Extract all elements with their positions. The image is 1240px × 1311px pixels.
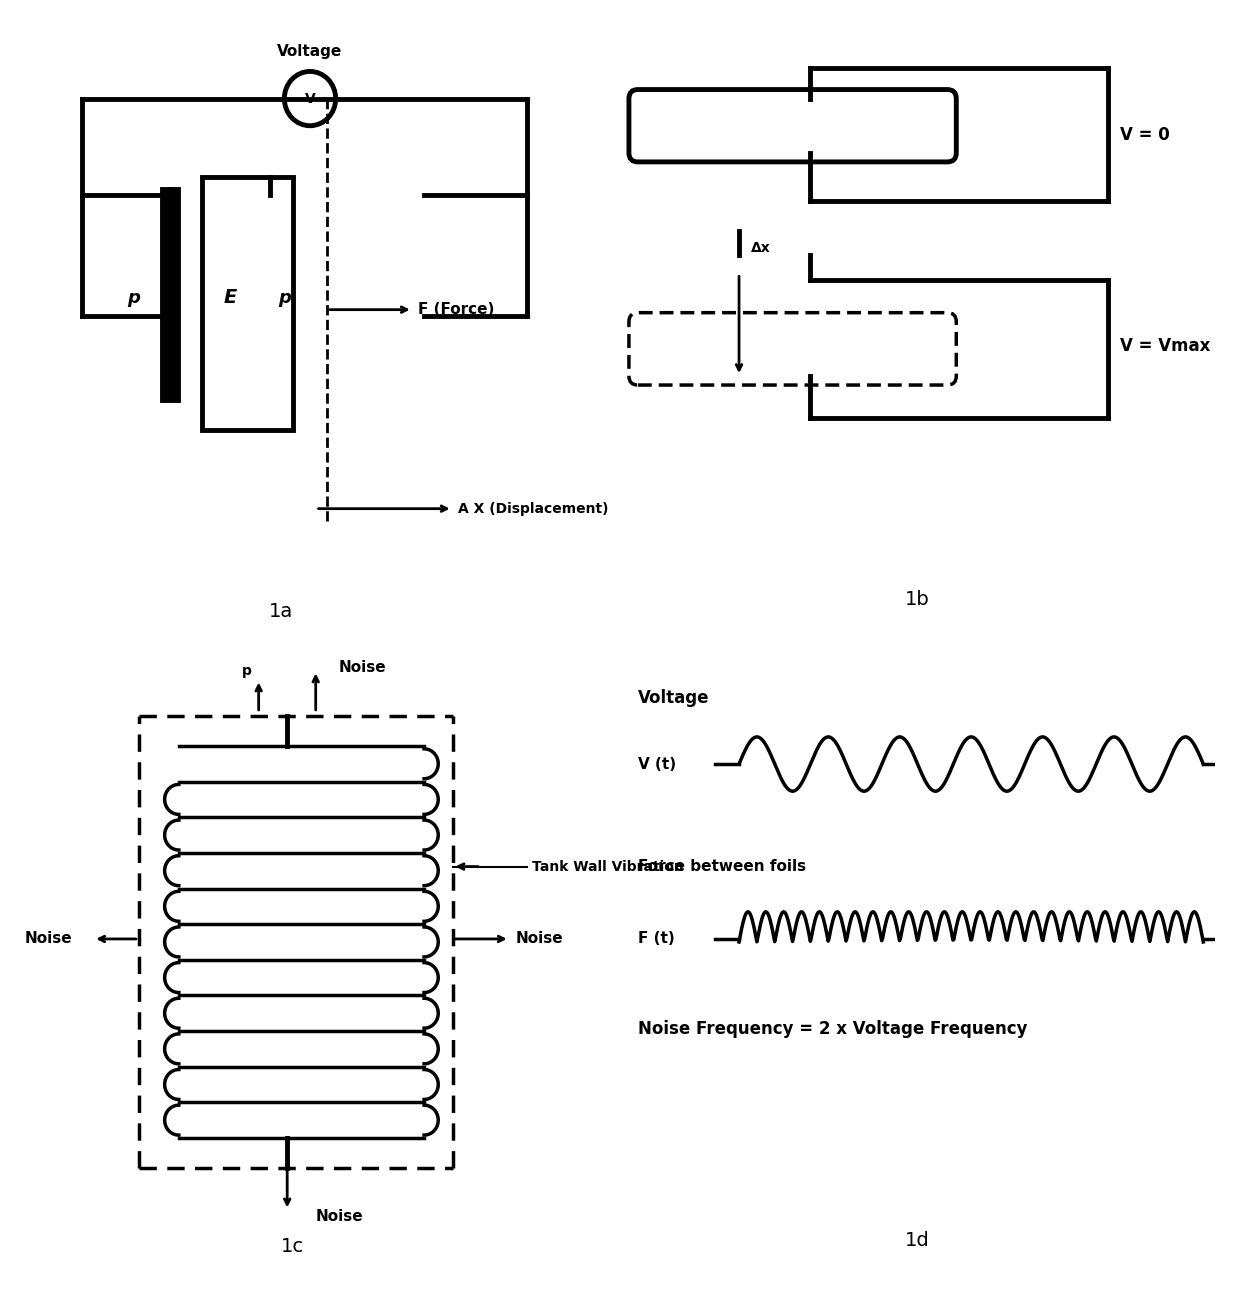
Text: Noise: Noise — [339, 659, 386, 675]
Text: 1c: 1c — [281, 1238, 305, 1256]
Text: F (t): F (t) — [637, 931, 675, 947]
Text: Noise: Noise — [516, 931, 563, 947]
Text: p: p — [242, 663, 252, 678]
Text: p: p — [126, 288, 140, 307]
Text: 1b: 1b — [905, 590, 930, 608]
Bar — [161, 189, 177, 400]
Text: Noise: Noise — [316, 1209, 363, 1224]
Text: Noise Frequency = 2 x Voltage Frequency: Noise Frequency = 2 x Voltage Frequency — [637, 1020, 1028, 1038]
Text: Δx: Δx — [751, 241, 771, 256]
Text: 1d: 1d — [905, 1231, 930, 1249]
Text: F (Force): F (Force) — [418, 302, 495, 317]
Text: p: p — [278, 288, 290, 307]
Text: V (t): V (t) — [637, 756, 676, 772]
FancyBboxPatch shape — [629, 312, 956, 385]
Bar — [202, 177, 293, 430]
Text: Noise: Noise — [25, 931, 72, 947]
Text: V: V — [305, 92, 315, 106]
Text: V = 0: V = 0 — [1120, 126, 1169, 144]
Text: E: E — [223, 288, 237, 307]
Text: Force between foils: Force between foils — [637, 859, 806, 874]
FancyBboxPatch shape — [629, 89, 956, 161]
Text: 1a: 1a — [269, 602, 294, 620]
Text: A X (Displacement): A X (Displacement) — [459, 502, 609, 515]
Text: V = Vmax: V = Vmax — [1120, 337, 1210, 355]
Text: Voltage: Voltage — [278, 45, 342, 59]
Text: Voltage: Voltage — [637, 688, 709, 707]
Text: Tank Wall Vibration: Tank Wall Vibration — [532, 860, 684, 873]
